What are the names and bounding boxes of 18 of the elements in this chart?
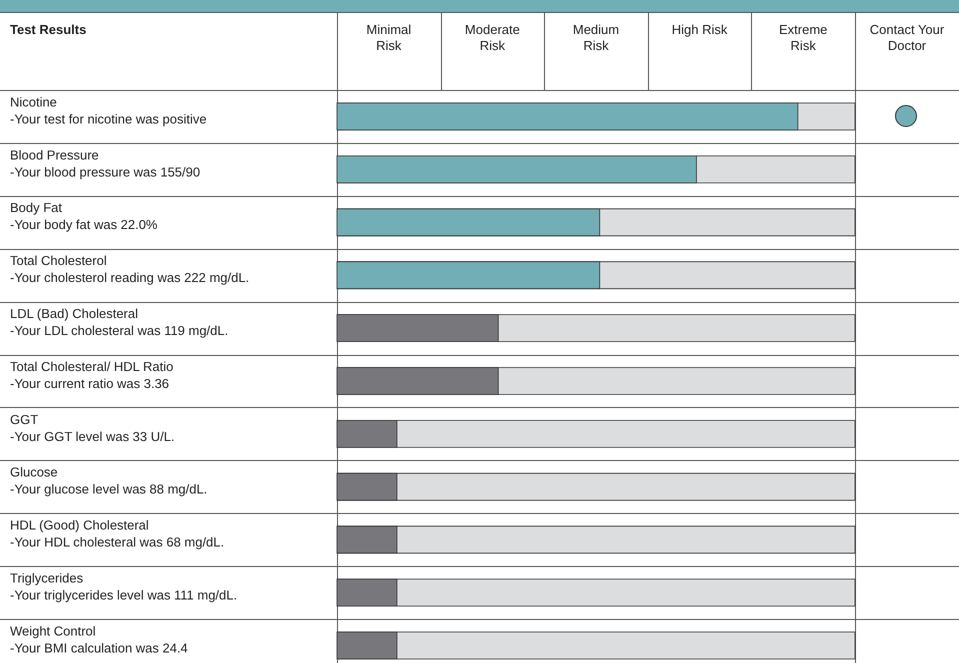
y-tick-label: Glucose -Your glucose level was 88 mg/dL. [10,464,208,497]
y-tick-label: Weight Control -Your BMI calculation was 24.4 [10,623,188,656]
text: Extreme Risk [778,22,828,54]
y-tick-label: Nicotine -Your test for nicotine was positive [10,94,207,126]
text: Moderate Risk [464,22,521,54]
y-tick-label: Triglycerides -Your triglycerides level was 111 mg/dL. [10,570,238,603]
text: Minimal Risk [365,22,412,54]
y-tick-label: Blood Pressure -Your blood pressure was 155/90 [10,147,200,180]
y-tick-label: Total Cholesterol -Your cholesterol reading was 222 mg/dL. [10,253,250,286]
text: Test Results [10,22,86,37]
text: High Risk [670,22,728,38]
y-tick-label: LDL (Bad) Cholesteral -Your LDL cholesteral was 119 mg/dL. [10,306,228,338]
y-tick-label: GGT -Your GGT level was 33 U/L. [10,412,175,444]
text: Medium Risk [572,22,620,54]
y-tick-label: Body Fat -Your body fat was 22.0% [10,200,158,232]
y-tick-label: HDL (Good) Cholesteral -Your HDL cholesteral was 68 mg/dL. [10,518,224,550]
y-tick-label: Total Cholesteral/ HDL Ratio -Your current ratio was 3.36 [10,358,174,391]
text: Contact Your Doctor [868,22,946,54]
